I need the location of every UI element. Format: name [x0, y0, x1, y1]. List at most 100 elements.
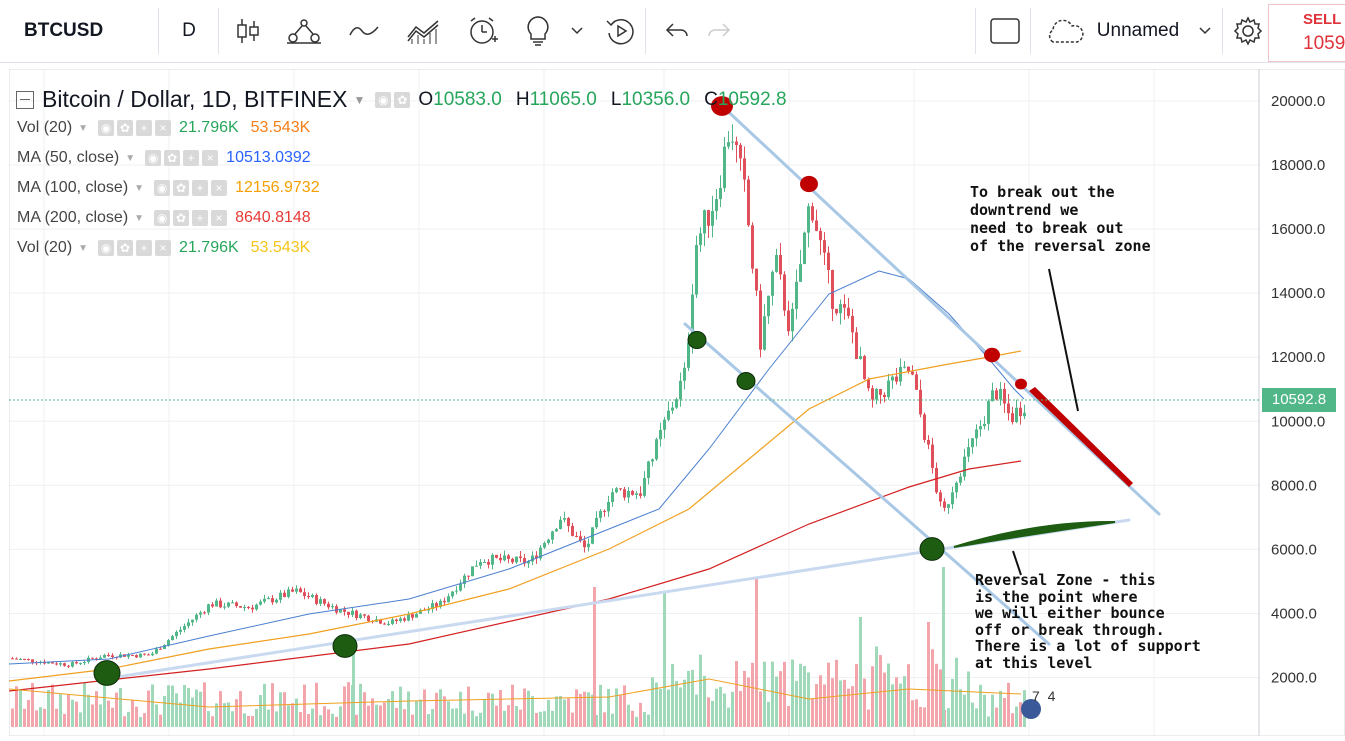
candle-body — [723, 146, 726, 189]
gear-icon[interactable]: ✿ — [117, 120, 134, 136]
volume-bar — [35, 710, 38, 727]
indicator-name[interactable]: MA (100, close) — [17, 179, 129, 196]
indicator-name[interactable]: Vol (20) — [17, 119, 73, 136]
volume-bar — [695, 694, 698, 727]
volume-bar — [423, 689, 426, 727]
eye-icon[interactable]: ◉ — [98, 240, 115, 256]
annotation-bottom-note[interactable]: Reversal Zone - this is the point where … — [975, 571, 1201, 672]
annotation-top-note[interactable]: To break out the downtrend we need to br… — [970, 183, 1151, 255]
undo-icon[interactable] — [660, 0, 694, 62]
eye-icon[interactable]: ◉ — [154, 180, 171, 196]
close-icon[interactable]: × — [211, 180, 228, 196]
volume-bar — [119, 687, 122, 727]
ma200-line — [8, 460, 1022, 692]
candle-body — [915, 374, 918, 390]
indicator-value: 21.796K — [179, 119, 239, 136]
candle-body — [55, 663, 58, 665]
plus-icon[interactable]: + — [136, 120, 153, 136]
chevron-down-icon[interactable]: ▼ — [134, 212, 145, 224]
volume-bar — [235, 699, 238, 727]
gear-icon[interactable]: ✿ — [164, 150, 181, 166]
indicators-icon[interactable] — [344, 0, 384, 62]
eye-icon[interactable]: ◉ — [375, 91, 392, 108]
eye-icon[interactable]: ◉ — [98, 120, 115, 136]
close-icon[interactable]: × — [155, 240, 172, 256]
candlesticks — [11, 124, 1026, 669]
toolbar-divider — [218, 8, 219, 54]
chevron-down-icon[interactable] — [1194, 0, 1216, 62]
candle-body — [699, 233, 702, 246]
volume-bar — [747, 677, 750, 727]
chevron-down-icon[interactable]: ▼ — [353, 92, 366, 107]
chevron-down-icon[interactable]: ▼ — [134, 182, 145, 194]
candle-body — [851, 315, 854, 333]
chevron-down-icon[interactable] — [566, 0, 588, 62]
collapse-icon[interactable] — [16, 90, 34, 109]
gear-icon[interactable]: ✿ — [394, 91, 411, 108]
candle-body — [387, 623, 390, 625]
replay-icon[interactable] — [600, 0, 642, 62]
chevron-down-icon[interactable]: ▼ — [78, 122, 89, 134]
chevron-down-icon[interactable]: ▼ — [78, 242, 89, 254]
candle-body — [751, 225, 754, 269]
volume-bar — [955, 657, 958, 727]
plus-icon[interactable]: + — [192, 210, 209, 226]
indicator-name[interactable]: MA (200, close) — [17, 209, 129, 226]
indicator-name[interactable]: MA (50, close) — [17, 149, 120, 166]
volume-bar — [991, 694, 994, 727]
volume-bar — [543, 711, 546, 727]
sell-button[interactable]: SELL 1059 — [1268, 4, 1345, 62]
gear-icon[interactable]: ✿ — [173, 210, 190, 226]
candle-body — [287, 589, 290, 597]
indicator-value: 10513.0392 — [226, 149, 311, 166]
gear-icon[interactable]: ✿ — [117, 240, 134, 256]
interval-selector[interactable]: D — [182, 20, 196, 41]
redo-icon[interactable] — [702, 0, 736, 62]
volume-bar — [51, 684, 54, 727]
close-icon[interactable]: × — [202, 150, 219, 166]
volume-bar — [47, 689, 50, 727]
close-icon[interactable]: × — [155, 120, 172, 136]
plus-icon[interactable]: + — [136, 240, 153, 256]
candle-body — [259, 601, 262, 605]
fullscreen-icon[interactable] — [986, 0, 1024, 62]
candle-body — [811, 206, 814, 221]
plus-icon[interactable]: + — [183, 150, 200, 166]
candle-body — [419, 609, 422, 614]
gear-icon[interactable]: ✿ — [173, 180, 190, 196]
candle-body — [439, 600, 442, 608]
volume-bar — [855, 664, 858, 727]
cloud-icon[interactable] — [1042, 0, 1088, 62]
compare-icon[interactable] — [282, 0, 326, 62]
symbol-search[interactable]: BTCUSD — [24, 20, 104, 41]
volume-bar — [503, 710, 506, 727]
candle-body — [579, 536, 582, 541]
candle-body — [63, 663, 66, 666]
price-axis-label: 16000.0 — [1271, 221, 1325, 238]
candle-body — [919, 389, 922, 415]
plus-icon[interactable]: + — [192, 180, 209, 196]
gear-icon[interactable] — [1230, 0, 1266, 62]
candle-body — [539, 547, 542, 559]
financials-icon[interactable] — [402, 0, 444, 62]
volume-bar — [163, 695, 166, 727]
eye-icon[interactable]: ◉ — [145, 150, 162, 166]
indicator-name[interactable]: Vol (20) — [17, 239, 73, 256]
volume-bar — [455, 708, 458, 727]
candlestick-icon[interactable] — [228, 0, 268, 62]
candle-body — [599, 510, 602, 518]
candle-body — [759, 290, 762, 350]
layout-name[interactable]: Unnamed — [1096, 20, 1180, 41]
candle-body — [891, 376, 894, 381]
ideas-lightbulb-icon[interactable] — [520, 0, 556, 62]
indicator-controls: ◉ ✿ + × — [98, 120, 172, 136]
eye-icon[interactable]: ◉ — [154, 210, 171, 226]
candle-body — [283, 592, 286, 597]
volume-bar — [99, 704, 102, 727]
close-icon[interactable]: × — [211, 210, 228, 226]
candle-body — [943, 501, 946, 508]
volume-bar — [587, 692, 590, 727]
alert-icon[interactable] — [462, 0, 504, 62]
chevron-down-icon[interactable]: ▼ — [125, 152, 136, 164]
volume-bar — [683, 679, 686, 727]
